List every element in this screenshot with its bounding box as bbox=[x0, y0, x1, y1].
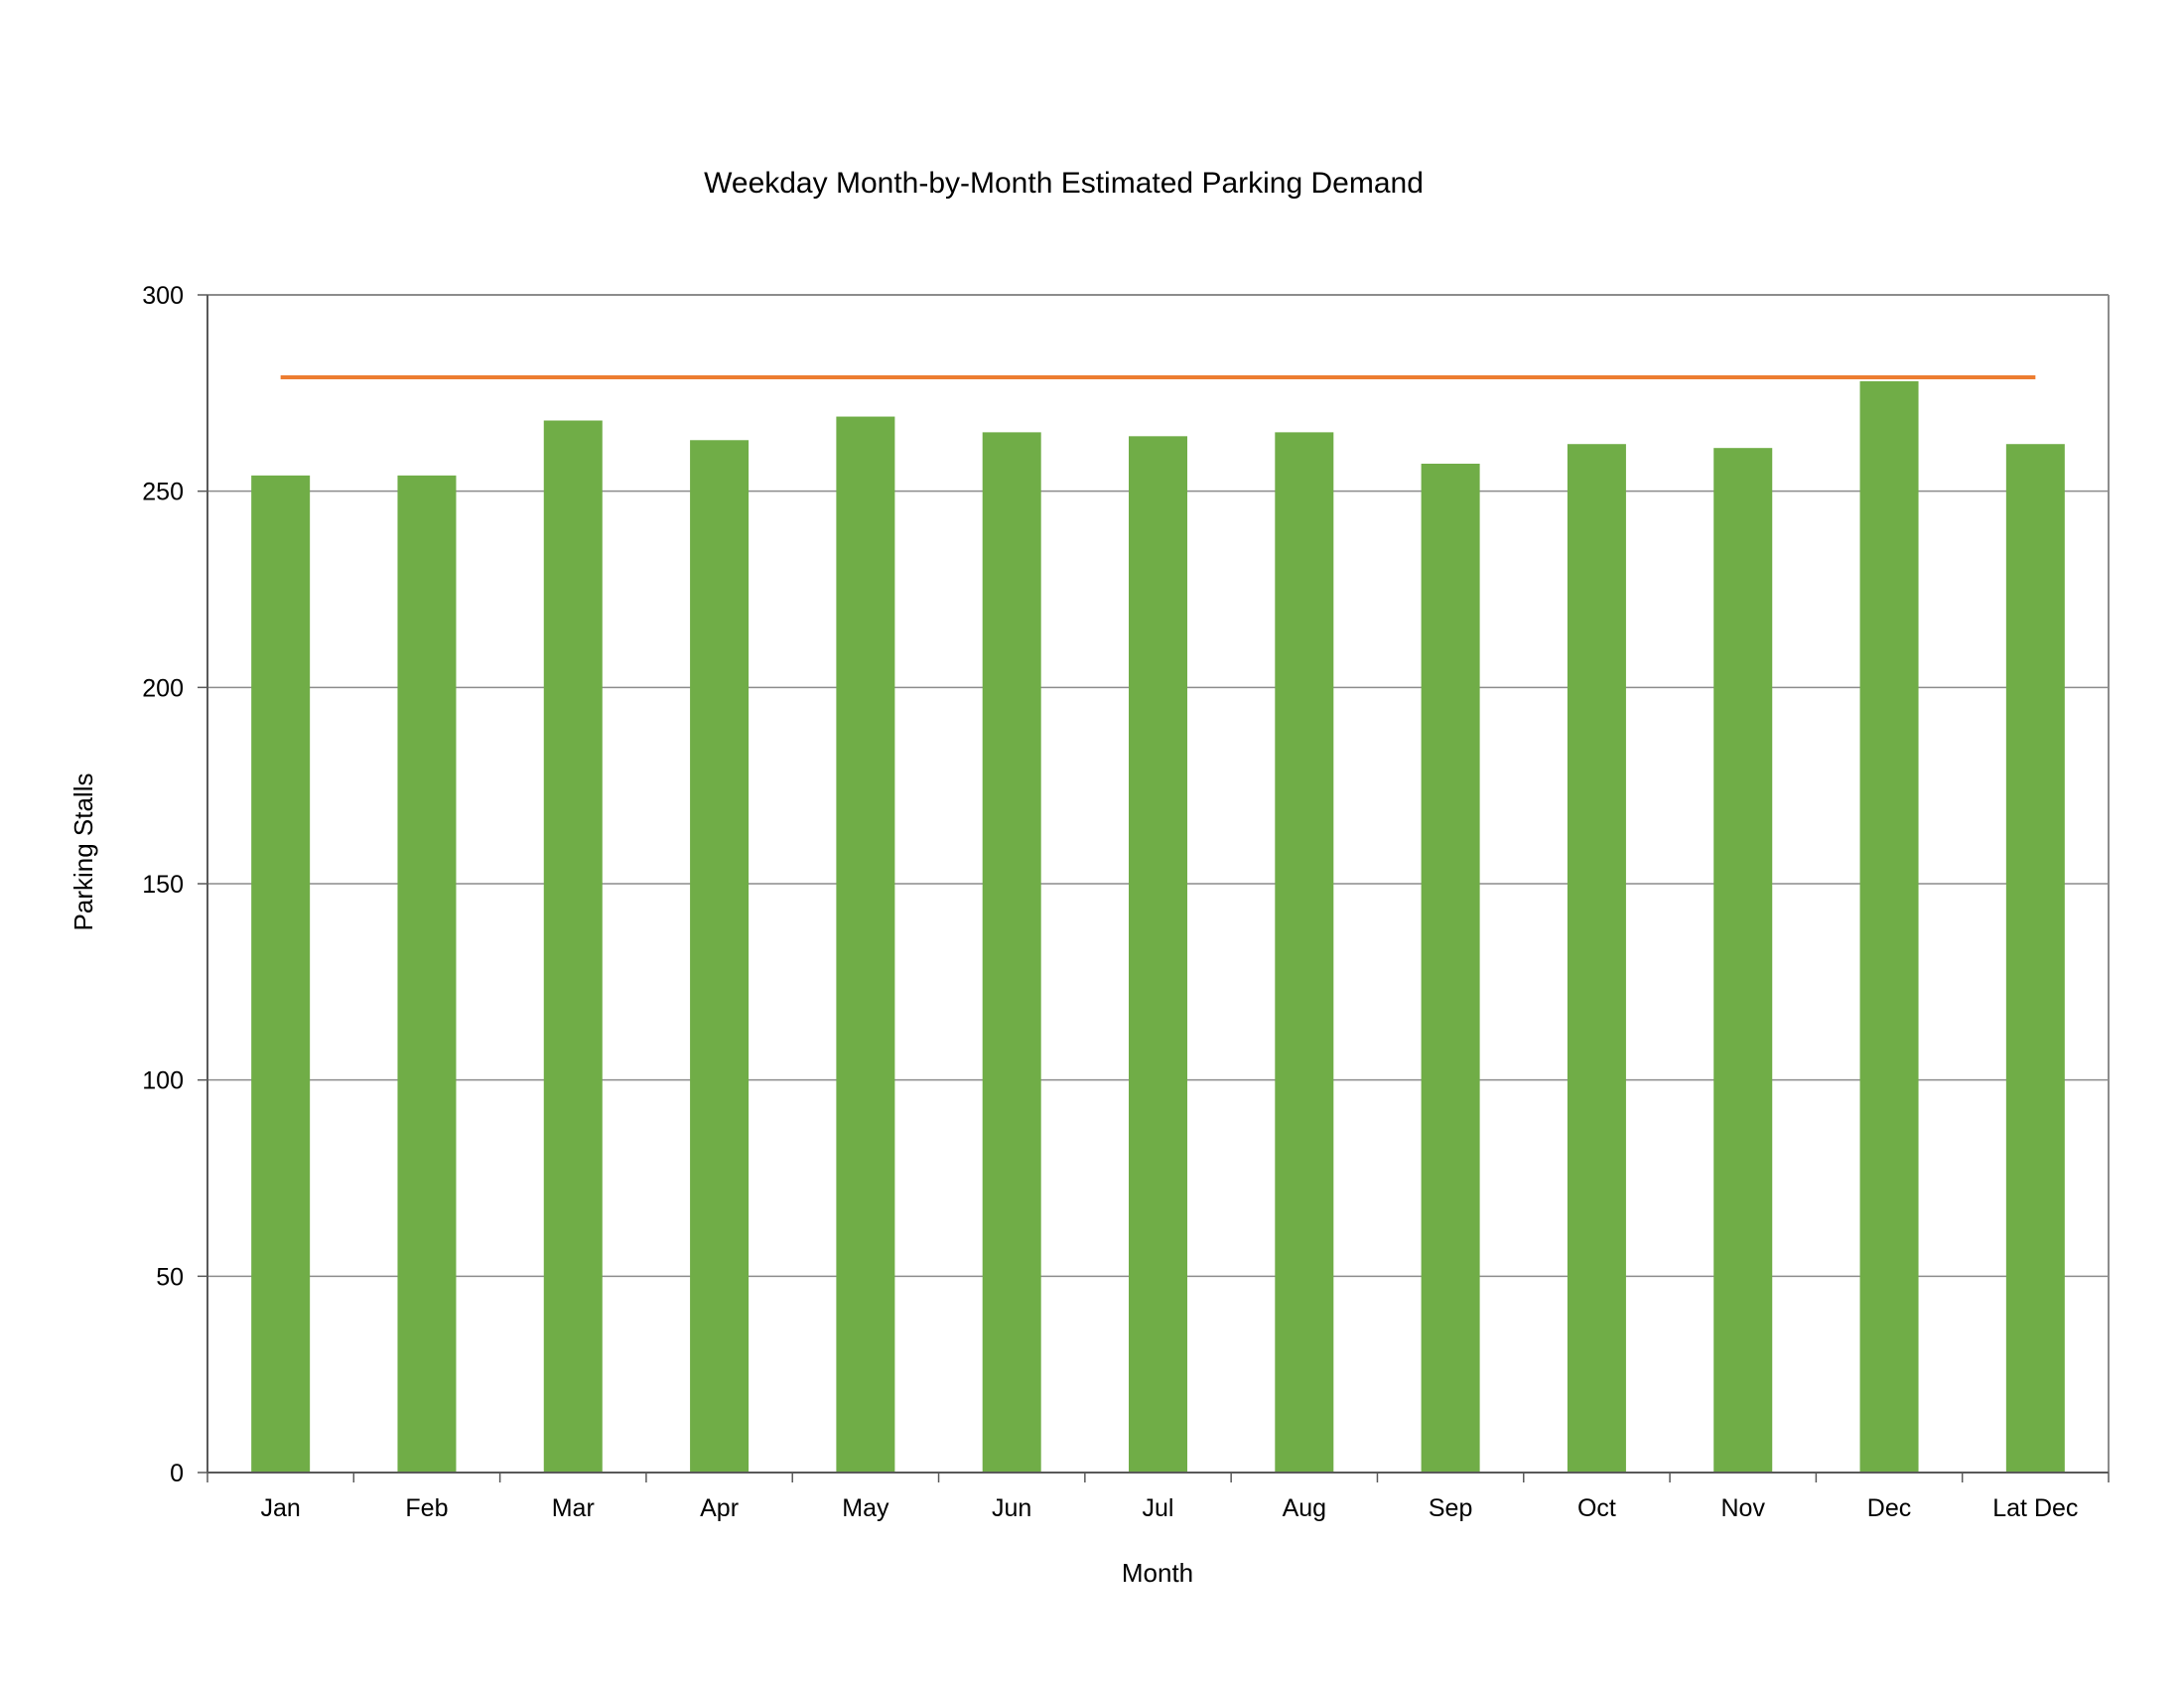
y-tick-label: 150 bbox=[142, 871, 184, 899]
y-tick-label: 250 bbox=[142, 479, 184, 506]
x-tick-label: Feb bbox=[405, 1494, 448, 1522]
x-tick-label: Jan bbox=[260, 1494, 300, 1522]
y-tick-label: 300 bbox=[142, 282, 184, 310]
bar bbox=[1859, 380, 1919, 1473]
x-tick-label: May bbox=[842, 1494, 889, 1522]
x-tick-label: Aug bbox=[1283, 1494, 1326, 1522]
bar bbox=[1129, 436, 1187, 1473]
y-tick-label: 200 bbox=[142, 674, 184, 702]
y-tick-label: 50 bbox=[156, 1263, 184, 1291]
bar bbox=[1567, 444, 1626, 1473]
bar bbox=[2005, 444, 2065, 1473]
y-axis-title: Parking Stalls bbox=[68, 774, 98, 931]
x-tick-label: Dec bbox=[1867, 1494, 1911, 1522]
x-axis-title: Month bbox=[1122, 1558, 1193, 1588]
bar bbox=[543, 420, 603, 1474]
bars bbox=[251, 380, 2065, 1474]
chart-title: Weekday Month-by-Month Estimated Parking… bbox=[704, 167, 1424, 200]
bar bbox=[690, 440, 750, 1474]
bar bbox=[1275, 432, 1334, 1473]
x-tick-label: Mar bbox=[552, 1494, 595, 1522]
x-tick-label: Jul bbox=[1143, 1494, 1174, 1522]
bar bbox=[251, 475, 311, 1473]
axes bbox=[198, 294, 2110, 1482]
y-tick-label: 100 bbox=[142, 1067, 184, 1095]
x-tick-label: Jun bbox=[992, 1494, 1031, 1522]
bar bbox=[1421, 463, 1480, 1473]
x-tick-label: Apr bbox=[700, 1494, 739, 1522]
x-tick-label: Lat Dec bbox=[1992, 1494, 2078, 1522]
bar bbox=[836, 416, 895, 1473]
y-tick-label: 0 bbox=[170, 1460, 184, 1487]
bar bbox=[982, 432, 1041, 1473]
tick-labels: 0 50 100 150 200 250 300 Jan Feb Mar Apr May Jun Jul A… bbox=[142, 282, 2078, 1522]
x-tick-label: Sep bbox=[1429, 1494, 1472, 1522]
x-tick-label: Nov bbox=[1720, 1494, 1765, 1522]
bar bbox=[397, 475, 457, 1473]
bar bbox=[1713, 448, 1773, 1474]
x-tick-label: Oct bbox=[1577, 1494, 1616, 1522]
